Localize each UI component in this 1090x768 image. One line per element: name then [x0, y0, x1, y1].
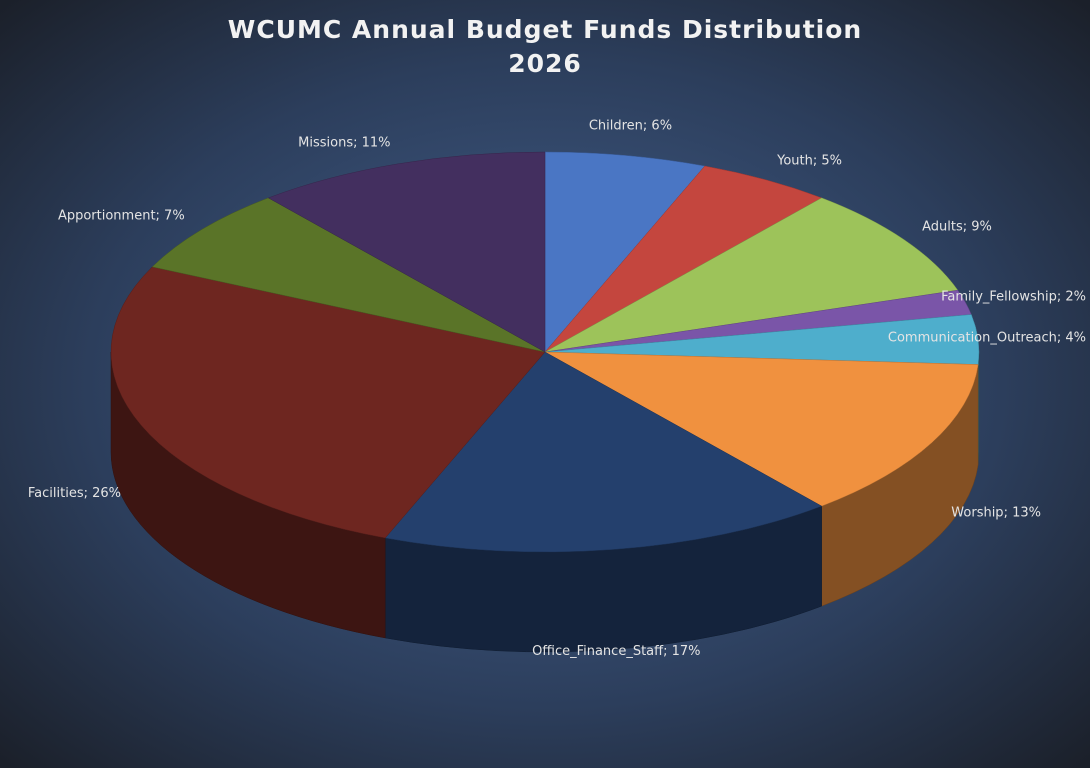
- data-label: Missions; 11%: [298, 136, 390, 151]
- pie-slice: [267, 151, 546, 353]
- chart-title: WCUMC Annual Budget Funds Distribution: [228, 15, 862, 44]
- data-label: Facilities; 26%: [28, 486, 121, 501]
- data-label: Youth; 5%: [776, 153, 842, 168]
- data-label: Adults; 9%: [922, 220, 992, 235]
- pie-slice: [151, 197, 546, 353]
- pie-slice: [544, 197, 959, 353]
- data-label: Family_Fellowship; 2%: [941, 289, 1086, 304]
- data-label: Office_Finance_Staff; 17%: [532, 644, 700, 659]
- chart-subtitle: 2026: [508, 49, 582, 78]
- pie-slice: [110, 266, 546, 539]
- data-label: Communication_Outreach; 4%: [888, 331, 1086, 346]
- pie-slice: [544, 351, 979, 507]
- data-label: Children; 6%: [589, 118, 672, 133]
- data-labels: Children; 6% Youth; 5% Adults; 9% Family_Fe…: [28, 118, 1086, 658]
- pie-tops: [110, 151, 980, 553]
- pie-slice: [384, 351, 823, 553]
- data-label: Worship; 13%: [951, 505, 1041, 520]
- pie-slice: [544, 151, 706, 353]
- data-label: Apportionment; 7%: [58, 208, 185, 223]
